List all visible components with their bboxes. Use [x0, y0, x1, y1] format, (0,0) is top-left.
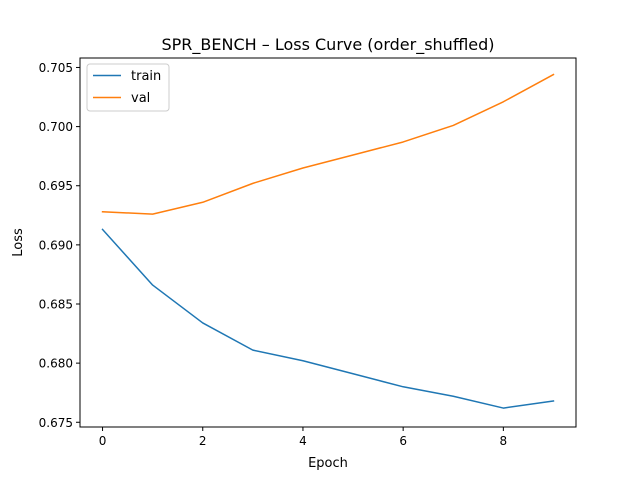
y-tick-label: 0.705 — [39, 61, 73, 75]
series-line-train — [101, 228, 555, 409]
x-tick-label: 0 — [99, 434, 107, 448]
legend: train val — [86, 63, 170, 112]
y-axis: 0.675 0.680 0.685 0.690 0.695 0.700 0.705 — [39, 61, 80, 430]
series-line-val — [101, 73, 555, 215]
y-tick-label: 0.700 — [39, 120, 73, 134]
plot-frame — [79, 57, 577, 428]
y-tick-label: 0.695 — [39, 179, 73, 193]
x-tick-label: 6 — [399, 434, 407, 448]
chart-title: SPR_BENCH – Loss Curve (order_shuffled) — [161, 35, 494, 55]
legend-train-label: train — [131, 69, 161, 84]
x-tick-label: 4 — [299, 434, 307, 448]
plot-lines — [101, 73, 555, 409]
x-tick-label: 2 — [199, 434, 207, 448]
y-tick-label: 0.685 — [39, 298, 73, 312]
legend-val-label: val — [131, 91, 150, 106]
y-tick-label: 0.680 — [39, 357, 73, 371]
x-tick-label: 8 — [500, 434, 508, 448]
y-tick-label: 0.690 — [39, 238, 73, 252]
y-tick-label: 0.675 — [39, 416, 73, 430]
y-axis-label: Loss — [11, 228, 26, 257]
x-axis: 0 2 4 6 8 — [99, 427, 507, 448]
x-axis-label: Epoch — [308, 456, 348, 471]
